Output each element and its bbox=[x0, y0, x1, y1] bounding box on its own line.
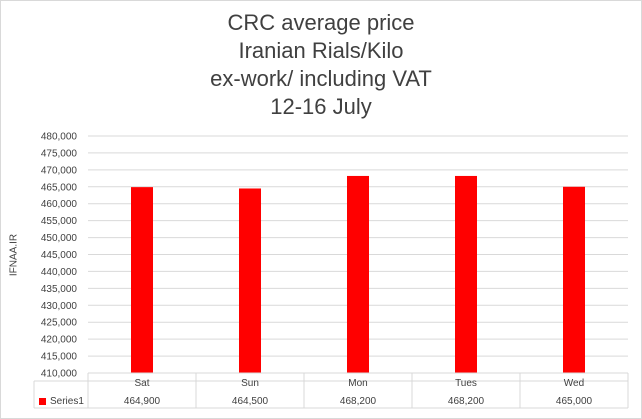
bar bbox=[347, 175, 369, 373]
y-tick-label: 430,000 bbox=[41, 301, 78, 312]
title-line-1: CRC average price bbox=[227, 10, 415, 35]
y-tick-label: 435,000 bbox=[41, 284, 78, 295]
title-line-3: ex-work/ including VAT bbox=[210, 66, 432, 91]
y-tick-label: 410,000 bbox=[41, 369, 78, 380]
y-tick-label: 455,000 bbox=[41, 216, 78, 227]
data-label: 464,900 bbox=[124, 396, 161, 407]
bar bbox=[455, 175, 477, 373]
title-line-4: 12-16 July bbox=[270, 94, 372, 119]
data-label: 464,500 bbox=[232, 396, 269, 407]
x-tick-label: Wed bbox=[564, 378, 584, 389]
legend-key bbox=[39, 398, 46, 405]
data-label: 468,200 bbox=[340, 396, 377, 407]
data-label: 468,200 bbox=[448, 396, 485, 407]
x-tick-label: Sun bbox=[241, 378, 259, 389]
data-label: 465,000 bbox=[556, 396, 593, 407]
y-tick-label: 420,000 bbox=[41, 335, 78, 346]
y-tick-label: 480,000 bbox=[41, 132, 78, 143]
y-tick-label: 425,000 bbox=[41, 318, 78, 329]
bar bbox=[239, 188, 261, 373]
y-tick-label: 440,000 bbox=[41, 267, 78, 278]
bar bbox=[131, 187, 153, 373]
y-tick-label: 465,000 bbox=[41, 182, 78, 193]
y-tick-label: 450,000 bbox=[41, 233, 78, 244]
x-tick-label: Tues bbox=[455, 378, 477, 389]
y-tick-label: 460,000 bbox=[41, 199, 78, 210]
x-tick-label: Sat bbox=[134, 378, 149, 389]
bar bbox=[563, 186, 585, 373]
x-tick-label: Mon bbox=[348, 378, 367, 389]
y-tick-label: 445,000 bbox=[41, 250, 78, 261]
y-tick-label: 415,000 bbox=[41, 352, 78, 363]
title-line-2: Iranian Rials/Kilo bbox=[238, 38, 404, 63]
y-tick-label: 470,000 bbox=[41, 165, 78, 176]
legend-series-name: Series1 bbox=[50, 396, 84, 407]
y-tick-label: 475,000 bbox=[41, 148, 78, 159]
